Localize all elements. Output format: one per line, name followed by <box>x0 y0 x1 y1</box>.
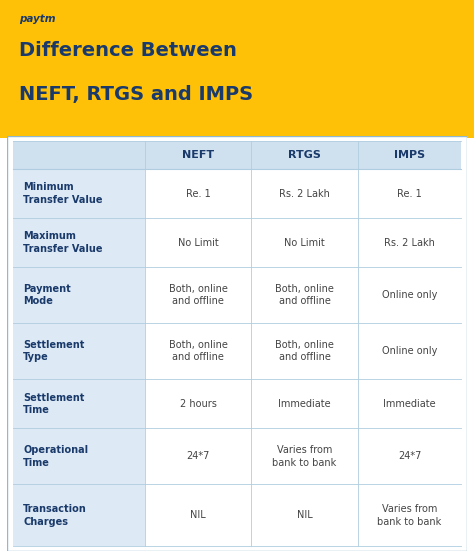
Bar <box>13 267 145 323</box>
Text: No Limit: No Limit <box>284 238 325 248</box>
Bar <box>13 323 461 379</box>
Text: Minimum
Transfer Value: Minimum Transfer Value <box>23 182 103 205</box>
Text: Both, online
and offline: Both, online and offline <box>275 284 334 306</box>
Text: Rs. 2 Lakh: Rs. 2 Lakh <box>279 189 330 199</box>
Bar <box>13 485 461 546</box>
Text: Varies from
bank to bank: Varies from bank to bank <box>273 445 337 467</box>
Text: paytm: paytm <box>19 14 55 24</box>
Bar <box>13 379 145 428</box>
Text: Online only: Online only <box>382 346 437 356</box>
Text: Immediate: Immediate <box>383 399 436 409</box>
Text: NEFT, RTGS and IMPS: NEFT, RTGS and IMPS <box>19 85 253 104</box>
Text: Varies from
bank to bank: Varies from bank to bank <box>377 504 442 526</box>
Bar <box>13 169 461 218</box>
Text: Re. 1: Re. 1 <box>397 189 422 199</box>
Bar <box>13 485 145 546</box>
Text: Both, online
and offline: Both, online and offline <box>275 340 334 363</box>
Text: 24*7: 24*7 <box>186 451 210 461</box>
Text: Both, online
and offline: Both, online and offline <box>169 284 228 306</box>
Bar <box>13 267 461 323</box>
Text: RTGS: RTGS <box>288 150 321 160</box>
Bar <box>13 169 145 218</box>
Text: Settlement
Type: Settlement Type <box>23 340 84 363</box>
Text: Re. 1: Re. 1 <box>186 189 210 199</box>
Bar <box>13 218 461 267</box>
Text: Settlement
Time: Settlement Time <box>23 393 84 415</box>
Text: 24*7: 24*7 <box>398 451 421 461</box>
Text: NEFT: NEFT <box>182 150 214 160</box>
Text: Immediate: Immediate <box>278 399 331 409</box>
Bar <box>13 323 145 379</box>
Bar <box>13 379 461 428</box>
Bar <box>13 141 461 169</box>
Text: Transaction
Charges: Transaction Charges <box>23 504 87 526</box>
Text: Rs. 2 Lakh: Rs. 2 Lakh <box>384 238 435 248</box>
Text: 2 hours: 2 hours <box>180 399 217 409</box>
Bar <box>13 428 461 485</box>
Text: No Limit: No Limit <box>178 238 219 248</box>
Text: Operational
Time: Operational Time <box>23 445 88 467</box>
Bar <box>13 218 145 267</box>
Text: Maximum
Transfer Value: Maximum Transfer Value <box>23 232 103 254</box>
Text: NIL: NIL <box>190 510 206 520</box>
Text: IMPS: IMPS <box>394 150 425 160</box>
Text: Payment
Mode: Payment Mode <box>23 284 71 306</box>
Text: Both, online
and offline: Both, online and offline <box>169 340 228 363</box>
Bar <box>13 428 145 485</box>
Text: Difference Between: Difference Between <box>19 41 237 60</box>
Text: Online only: Online only <box>382 290 437 300</box>
Text: NIL: NIL <box>297 510 312 520</box>
